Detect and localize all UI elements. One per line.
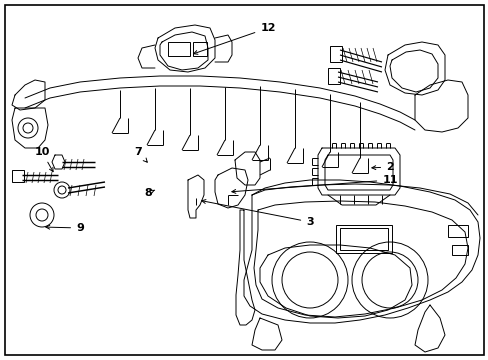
Text: 10: 10 <box>34 147 53 172</box>
Bar <box>447 225 467 237</box>
Text: 2: 2 <box>371 162 393 172</box>
Text: 7: 7 <box>134 147 147 162</box>
Text: 9: 9 <box>46 223 84 233</box>
Bar <box>329 46 341 62</box>
Bar <box>193 42 206 56</box>
Text: 12: 12 <box>193 23 275 54</box>
Bar <box>339 228 387 250</box>
Text: 11: 11 <box>231 175 397 193</box>
Bar <box>451 245 467 255</box>
Bar <box>12 170 24 182</box>
Bar <box>327 68 339 84</box>
Text: 8: 8 <box>144 188 154 198</box>
Text: 3: 3 <box>202 199 313 227</box>
Bar <box>168 42 190 56</box>
Bar <box>335 225 391 253</box>
